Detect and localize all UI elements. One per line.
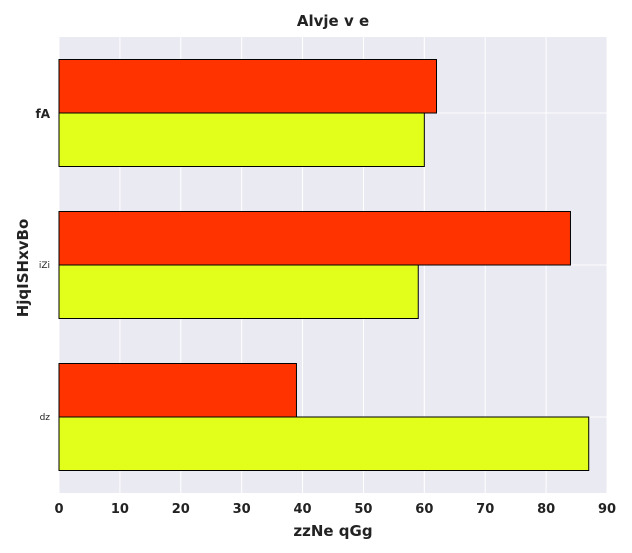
x-tick-labels: 0 10 20 30 40 50 60 70 80 90 (54, 502, 616, 517)
bar-iZi-series-2 (58, 264, 419, 319)
x-tick-label-90: 90 (598, 502, 616, 517)
y-tick-labels: fA iZi dz (35, 107, 50, 423)
bars (58, 59, 590, 471)
bar-dz-series-1 (58, 363, 297, 418)
chart-title: Alvje v e (297, 12, 369, 30)
bar-fA-series-1 (58, 59, 438, 114)
bar-iZi-series-1 (58, 211, 571, 266)
x-tick-label-40: 40 (294, 502, 312, 517)
x-tick-label-50: 50 (354, 502, 372, 517)
x-axis-label: zzNe qGg (293, 522, 372, 540)
bar-fA-series-2 (58, 112, 425, 167)
x-tick-label-60: 60 (415, 502, 433, 517)
x-tick-label-10: 10 (111, 502, 129, 517)
x-tick-label-80: 80 (537, 502, 555, 517)
x-tick-label-0: 0 (54, 502, 63, 517)
y-tick-label-iZi: iZi (39, 261, 50, 271)
x-tick-label-30: 30 (233, 502, 251, 517)
bar-dz-series-2 (58, 416, 590, 471)
y-tick-label-dz: dz (40, 413, 51, 423)
y-axis-label: HjqISHxvBo (14, 219, 32, 318)
y-tick-label-fA: fA (35, 107, 50, 121)
x-tick-label-20: 20 (172, 502, 190, 517)
x-tick-label-70: 70 (476, 502, 494, 517)
